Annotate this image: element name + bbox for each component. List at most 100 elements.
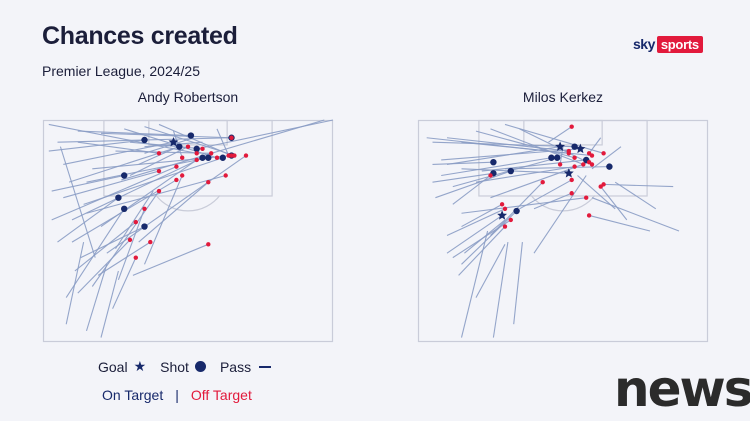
pass-line (533, 175, 587, 254)
pass-line (461, 197, 587, 214)
pass-line (492, 242, 509, 338)
shot-off-target-marker (540, 179, 545, 185)
pass-line (71, 157, 203, 221)
pass-line (441, 157, 552, 177)
shot-on-target-marker (199, 154, 206, 161)
pass-line (460, 230, 489, 338)
pass-line (85, 264, 108, 332)
pass-line (577, 175, 616, 210)
goal-marker (555, 141, 566, 151)
pass-line (591, 146, 622, 170)
shot-off-target-marker (581, 162, 586, 167)
pass-line (112, 257, 137, 309)
shot-on-target-marker (115, 194, 122, 201)
shot-on-target-marker (548, 154, 555, 161)
shot-on-target-marker (121, 172, 128, 179)
pass-line (97, 241, 151, 276)
logo-sky-text: sky (633, 36, 655, 52)
pitch-robertson (42, 119, 334, 343)
shot-on-target-marker (571, 143, 578, 150)
pass-line (51, 174, 125, 192)
pass-line (51, 166, 177, 221)
pass-lines (426, 123, 680, 338)
pass-line (57, 197, 119, 243)
panel-title-robertson: Andy Robertson (137, 89, 239, 105)
pass-line (588, 214, 651, 232)
pass-line (216, 128, 230, 156)
shot-on-target-marker (490, 158, 497, 166)
shot-off-target-marker (566, 148, 571, 154)
pass-line (461, 210, 517, 265)
shot-off-target-marker (174, 177, 179, 183)
shot-off-target-marker (200, 146, 205, 152)
dot-icon (194, 361, 206, 372)
six-yard-box (148, 119, 228, 146)
logo-sports-text: sports (656, 35, 703, 53)
pass-line (548, 126, 573, 143)
pass-line (143, 175, 183, 265)
shot-off-target-marker (156, 188, 162, 194)
shot-off-target-marker (206, 242, 211, 247)
shot-off-target-marker (194, 151, 199, 156)
pass-line (65, 208, 125, 298)
pass-line (117, 208, 146, 281)
pass-line (481, 159, 587, 172)
shot-off-target-marker (243, 153, 249, 158)
pitch-kerkez (417, 119, 709, 343)
pass-line (132, 243, 209, 276)
shot-off-target-marker (488, 173, 493, 178)
shot-off-target-marker (223, 173, 228, 178)
chance-markers (115, 132, 249, 260)
sky-sports-logo: sky sports (633, 35, 703, 53)
shot-off-target-marker (508, 217, 513, 223)
shot-off-target-marker (569, 124, 574, 129)
legend-off-target: Off Target (190, 387, 252, 403)
shot-off-target-marker (194, 157, 199, 163)
shot-off-target-marker (180, 155, 185, 160)
shot-off-target-marker (229, 135, 234, 140)
pass-line (432, 161, 494, 165)
shot-on-target-marker (554, 154, 561, 161)
pass-line (106, 155, 247, 254)
legend-types: Goal ★ Shot Pass (98, 358, 272, 375)
shot-on-target-marker (219, 154, 226, 161)
penalty-arc (155, 195, 221, 212)
shot-off-target-marker (502, 206, 508, 211)
shot-off-target-marker (156, 151, 162, 156)
pass-line (461, 203, 503, 228)
pass-line (65, 241, 85, 325)
shot-on-target-marker (176, 143, 183, 150)
shot-off-target-marker (499, 202, 505, 207)
news-watermark: news (614, 360, 750, 418)
pass-line (519, 128, 593, 165)
shot-off-target-marker (601, 151, 606, 156)
shot-off-target-marker (180, 173, 185, 178)
pass-line (588, 137, 602, 154)
pass-line (115, 190, 154, 250)
shot-off-target-marker (586, 151, 592, 156)
legend-pass-label: Pass (219, 358, 252, 375)
shot-off-target-marker (185, 144, 191, 149)
shot-off-target-marker (133, 219, 138, 225)
shot-off-target-marker (502, 224, 508, 229)
pass-line (446, 215, 503, 254)
shot-off-target-marker (142, 206, 147, 211)
pass-line (59, 146, 96, 258)
shot-on-target-marker (606, 163, 613, 170)
shot-off-target-marker (572, 164, 577, 169)
pass-line (48, 139, 145, 152)
shot-off-target-marker (127, 237, 133, 243)
pass-line (446, 208, 506, 236)
goal-marker (575, 143, 586, 154)
pass-line (129, 146, 189, 176)
shot-off-target-marker (557, 162, 563, 167)
pass-line (513, 242, 523, 325)
pass-line (519, 179, 572, 210)
shot-off-target-marker (601, 182, 606, 187)
shot-off-target-marker (232, 153, 237, 158)
pass-line (48, 123, 197, 154)
shot-off-target-marker (586, 159, 592, 165)
shot-off-target-marker (569, 191, 574, 196)
pass-line (129, 141, 203, 150)
chart-subtitle: Premier League, 2024/25 (42, 63, 200, 79)
